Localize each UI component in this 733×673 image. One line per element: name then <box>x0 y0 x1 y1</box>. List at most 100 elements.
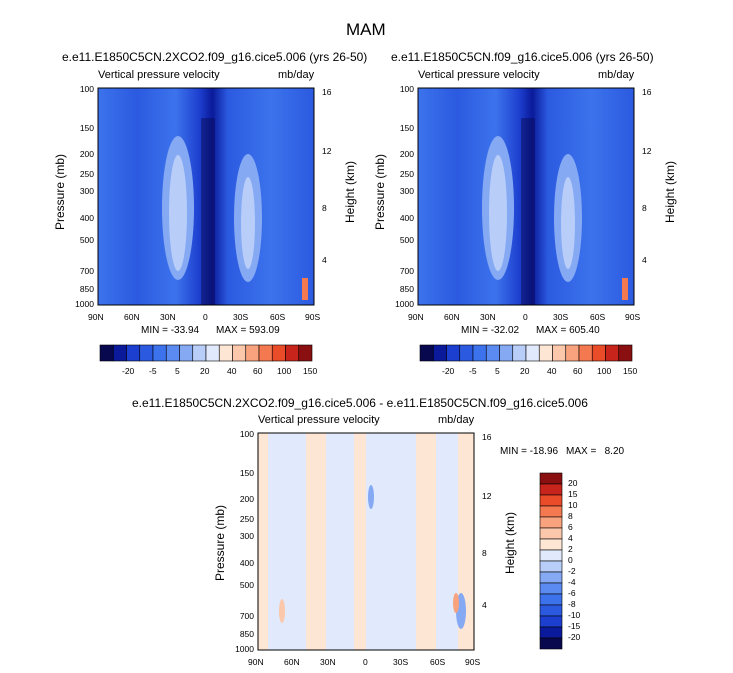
panel-1-xtick-60n: 60N <box>124 312 140 322</box>
panel-1-units-label: mb/day <box>278 69 315 81</box>
panel-3-colorbar-box <box>539 516 563 529</box>
panel-3-cbar-label: 0 <box>568 555 573 565</box>
panel-1-rtick-4: 4 <box>322 255 327 265</box>
panel-1-colorbar-box <box>165 344 180 362</box>
panel-3-cbar-label: 10 <box>568 500 578 510</box>
panel-2-cbar-label-60: 60 <box>573 366 583 376</box>
panel-1-ytick-850: 850 <box>79 284 94 294</box>
panel-3-colorbar-box <box>539 527 563 540</box>
panel-3-field-negative-band-1 <box>268 433 306 650</box>
panel-2-xtick-90n: 90N <box>408 312 424 322</box>
panel-3-xtick-90n: 90N <box>248 657 264 667</box>
panel-3-cbar-label: -20 <box>568 632 581 642</box>
panel-2-xtick-60n: 60N <box>444 312 460 322</box>
panel-3-colorbar-box <box>539 505 563 518</box>
panel-2-colorbar-box <box>538 344 553 362</box>
panel-3-frame <box>257 432 475 651</box>
panel-3-plot <box>257 432 475 651</box>
panel-1-colorbar-box <box>232 344 247 362</box>
panel-3-field-negative-anomaly-1 <box>368 485 374 509</box>
panel-3-colorbar-box <box>539 571 563 584</box>
panel-2-xtick-90s: 90S <box>625 312 641 322</box>
panel-3-cbar-label: -8 <box>568 599 576 609</box>
panel-2-ytick-850: 850 <box>399 284 414 294</box>
panel-3-colorbar-box <box>539 483 563 496</box>
panel-2-cbar-label-150: 150 <box>623 366 638 376</box>
panel-2-colorbar-box <box>578 344 593 362</box>
panel-1-ytick-700: 700 <box>79 266 94 276</box>
panel-1-field-descent-nh-core <box>169 155 187 271</box>
panel-2-colorbar-box <box>618 344 633 362</box>
panel-3-xtick-90s: 90S <box>465 657 481 667</box>
panel-1-ylabel-right: Height (km) <box>343 161 357 224</box>
panel-2-colorbar-box <box>472 344 487 362</box>
panel-3-colorbar-box <box>539 494 563 507</box>
panel-1-frame <box>97 87 315 306</box>
panel-2-ylabel: Pressure (mb) <box>373 154 387 231</box>
panel-2-ytick-100: 100 <box>399 84 414 94</box>
panel-1-colorbar-box <box>218 344 233 362</box>
panel-1-colorbar-box <box>205 344 220 362</box>
panel-3-field-negative-band-4 <box>436 433 458 650</box>
panel-1-colorbar-box <box>112 344 127 362</box>
panel-2-ytick-250: 250 <box>399 169 414 179</box>
panel-3-ylabel-right: Height (km) <box>503 512 517 575</box>
panel-1-field-strong-max <box>302 278 308 300</box>
panel-2-cbar-label-20: 20 <box>520 366 530 376</box>
panel-1-field-ascent <box>201 118 215 305</box>
panel-1-colorbar-box <box>126 344 141 362</box>
panel-2-field-background <box>418 88 634 305</box>
panel-3-cbar-label: 6 <box>568 522 573 532</box>
panel-1-rtick-8: 8 <box>322 203 327 213</box>
panel-3-field-negative-band-3 <box>366 433 416 650</box>
panel-1-ytick-500: 500 <box>79 235 94 245</box>
panel-2-field-ascent <box>521 118 535 305</box>
panel-2-units-label: mb/day <box>598 69 635 81</box>
panel-1-ytick-1000: 1000 <box>75 299 94 309</box>
panel-1-ytick-100: 100 <box>79 84 94 94</box>
panel-2-colorbar-box <box>485 344 500 362</box>
panel-2-ytick-500: 500 <box>399 235 414 245</box>
panel-1-cbar-label-m20: -20 <box>122 366 135 376</box>
panel-2-field-strong-max <box>622 278 628 300</box>
panel-1-xtick-90n: 90N <box>88 312 104 322</box>
panel-2-field-descent-sh-core <box>561 177 575 269</box>
panel-3-colorbar-box <box>539 560 563 573</box>
panel-1-ytick-300: 300 <box>79 186 94 196</box>
panel-1-left-label: Vertical pressure velocity <box>98 69 220 81</box>
panel-2-ytick-300: 300 <box>399 186 414 196</box>
panel-3-ytick-700: 700 <box>239 611 254 621</box>
panel-2-colorbar-box <box>499 344 514 362</box>
panel-3-rtick-4: 4 <box>482 600 487 610</box>
panel-2-cbar-label-m20: -20 <box>442 366 455 376</box>
figure-title: MAM <box>346 20 386 39</box>
panel-2-ytick-700: 700 <box>399 266 414 276</box>
panel-1-max: MAX = 593.09 <box>216 325 280 336</box>
panel-2-colorbar-box <box>552 344 567 362</box>
panel-3-cbar-label: 4 <box>568 533 573 543</box>
panel-3-ytick-250: 250 <box>239 514 254 524</box>
panel-2-ytick-200: 200 <box>399 149 414 159</box>
panel-3-xtick-0: 0 <box>363 657 368 667</box>
panel-3-units-label: mb/day <box>438 414 475 426</box>
panel-1-rtick-12: 12 <box>322 146 332 156</box>
panel-3-max: MAX = 8.20 <box>566 446 625 457</box>
panel-3-cbar-label: -4 <box>568 577 576 587</box>
panel-2-ytick-400: 400 <box>399 213 414 223</box>
panel-2-xtick-0: 0 <box>523 312 528 322</box>
panel-2-colorbar-box <box>525 344 540 362</box>
panel-3-colorbar-box <box>539 604 563 617</box>
panel-3-title: e.e11.E1850C5CN.2XCO2.f09_g16.cice5.006 … <box>132 396 588 410</box>
panel-2-max: MAX = 605.40 <box>536 325 600 336</box>
panel-3-field-negative-band-2 <box>326 433 354 650</box>
panel-3-ytick-300: 300 <box>239 531 254 541</box>
panel-1-ytick-150: 150 <box>79 123 94 133</box>
panel-3-ytick-1000: 1000 <box>235 644 254 654</box>
panel-2-rtick-4: 4 <box>642 255 647 265</box>
panel-3-colorbar-box <box>539 538 563 551</box>
panel-3-cbar-label: -6 <box>568 588 576 598</box>
panel-1-cbar-label-60: 60 <box>253 366 263 376</box>
panel-1-cbar-label-20: 20 <box>200 366 210 376</box>
panel-3-cbar-label: 2 <box>568 544 573 554</box>
panel-2-ytick-1000: 1000 <box>395 299 414 309</box>
